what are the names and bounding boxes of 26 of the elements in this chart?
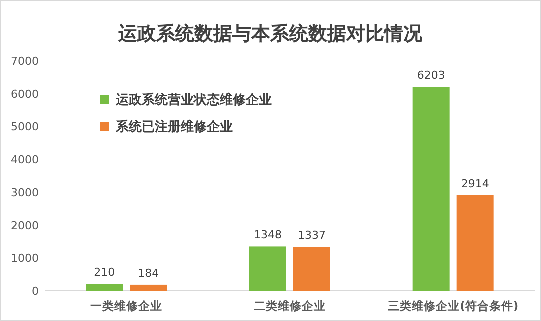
data-label: 184 — [138, 266, 160, 280]
y-tick-label: 5000 — [11, 120, 39, 134]
legend-label: 系统已注册维修企业 — [115, 119, 233, 135]
x-tick-label: 三类维修企业(符合条件) — [388, 299, 519, 313]
bar — [294, 247, 330, 291]
y-tick-label: 0 — [32, 285, 39, 298]
bar — [86, 284, 124, 291]
x-tick-label: 一类维修企业 — [90, 299, 163, 313]
y-tick-label: 1000 — [11, 252, 39, 266]
bar — [456, 195, 494, 291]
y-tick-label: 3000 — [11, 186, 39, 200]
data-label: 6203 — [417, 69, 446, 82]
data-label: 1337 — [298, 229, 326, 242]
bar — [130, 284, 168, 291]
data-label: 2914 — [461, 177, 490, 190]
y-tick-label: 2000 — [11, 219, 39, 232]
x-tick-label: 二类维修企业 — [254, 299, 326, 313]
legend-label: 运政系统营业状态维修企业 — [115, 92, 272, 108]
bar — [250, 246, 286, 291]
data-label: 1348 — [254, 228, 282, 242]
y-tick-label: 6000 — [11, 88, 39, 101]
y-tick-label: 7000 — [11, 55, 39, 68]
data-label: 210 — [94, 266, 116, 280]
chart-title: 运政系统数据与本系统数据对比情况 — [118, 23, 424, 45]
y-tick-label: 4000 — [11, 154, 39, 167]
bar — [412, 87, 450, 291]
